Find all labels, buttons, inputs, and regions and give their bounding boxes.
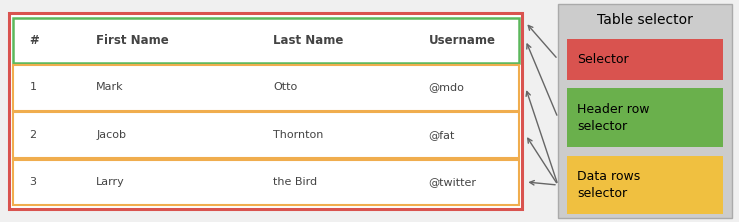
Text: Jacob: Jacob [96,130,126,140]
Bar [13,160,519,205]
Text: @twitter: @twitter [429,177,477,187]
Text: Header row
selector: Header row selector [577,103,650,133]
Bar [9,13,522,209]
Bar [558,4,732,218]
Text: Mark: Mark [96,82,123,92]
Text: the Bird: the Bird [273,177,318,187]
Text: Selector: Selector [577,53,629,66]
Text: First Name: First Name [96,34,168,47]
Bar [13,18,519,63]
Text: Data rows
selector: Data rows selector [577,170,641,200]
Bar [567,88,723,147]
Text: Username: Username [429,34,496,47]
Text: Otto: Otto [273,82,298,92]
Bar [13,112,519,158]
Text: 3: 3 [30,177,36,187]
Text: Table selector: Table selector [597,13,692,27]
Text: #: # [30,34,39,47]
Text: 2: 2 [30,130,37,140]
Text: @fat: @fat [429,130,455,140]
Text: Thornton: Thornton [273,130,324,140]
Bar [567,39,723,80]
Text: Larry: Larry [96,177,125,187]
Bar [13,65,519,111]
Text: Last Name: Last Name [273,34,344,47]
Bar [567,156,723,214]
Text: 1: 1 [30,82,36,92]
Text: @mdo: @mdo [429,82,465,92]
